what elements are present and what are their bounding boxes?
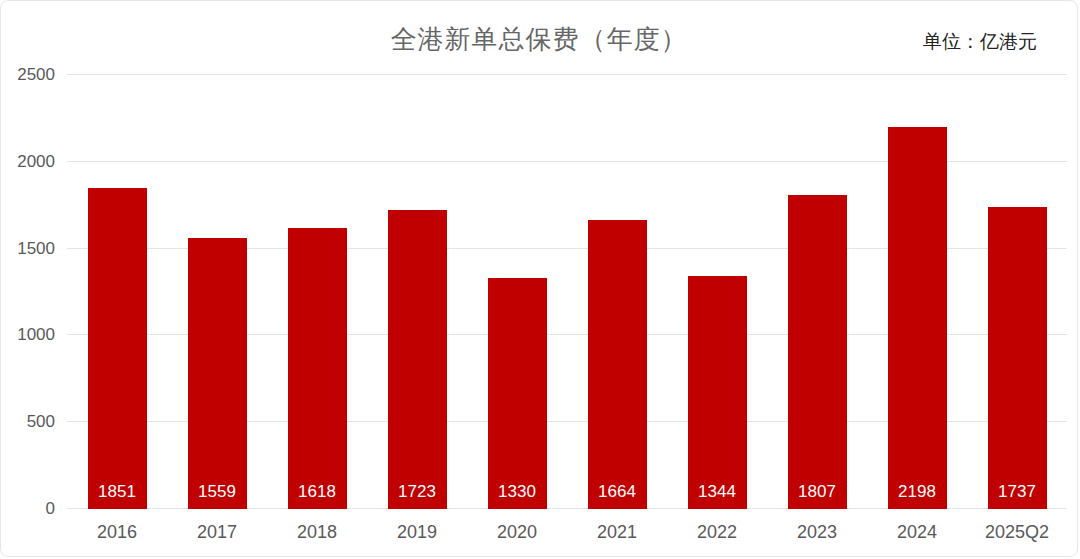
bar-value-label: 1723 [388,482,447,502]
bar: 1344 [688,276,747,509]
bar-value-label: 1851 [88,482,147,502]
bar-value-label: 1664 [588,482,647,502]
x-axis-label: 2025Q2 [967,522,1067,543]
bars-row: 1851201615592017161820181723201913302020… [67,75,1067,509]
bar-slot: 18072023 [767,75,867,509]
x-axis-label: 2017 [167,522,267,543]
x-axis-label: 2020 [467,522,567,543]
x-axis-label: 2023 [767,522,867,543]
y-axis-tick-label: 500 [1,413,55,431]
bar-value-label: 1344 [688,482,747,502]
x-axis-label: 2016 [67,522,167,543]
x-axis-label: 2022 [667,522,767,543]
bar-slot: 13442022 [667,75,767,509]
bar-slot: 16642021 [567,75,667,509]
bar-value-label: 2198 [888,482,947,502]
bar: 2198 [888,127,947,509]
y-axis-tick-label: 2000 [1,153,55,171]
bar-slot: 17232019 [367,75,467,509]
bar-slot: 17372025Q2 [967,75,1067,509]
x-axis-label: 2021 [567,522,667,543]
bar-value-label: 1807 [788,482,847,502]
bar: 1618 [288,228,347,509]
y-axis-tick-label: 0 [1,500,55,518]
bar-value-label: 1737 [988,482,1047,502]
y-axis-tick-label: 1000 [1,326,55,344]
bar-slot: 16182018 [267,75,367,509]
bar-slot: 15592017 [167,75,267,509]
x-axis-label: 2019 [367,522,467,543]
bar-value-label: 1559 [188,482,247,502]
bar: 1723 [388,210,447,509]
bar-slot: 18512016 [67,75,167,509]
bar-slot: 13302020 [467,75,567,509]
unit-label: 单位：亿港元 [923,29,1037,55]
bar-value-label: 1618 [288,482,347,502]
bar: 1559 [188,238,247,509]
bar: 1737 [988,207,1047,509]
bar: 1807 [788,195,847,509]
bar: 1851 [88,188,147,509]
y-axis-tick-label: 1500 [1,240,55,258]
chart-title: 全港新单总保费（年度） [1,23,1077,55]
bar-slot: 21982024 [867,75,967,509]
bar: 1664 [588,220,647,509]
x-axis-label: 2018 [267,522,367,543]
bar-value-label: 1330 [488,482,547,502]
chart-card: 全港新单总保费（年度） 单位：亿港元 0 500 1000 1500 2000 2500 1… [0,0,1078,557]
plot-area: 0500100015002000250018512016155920171618… [67,75,1067,509]
x-axis-label: 2024 [867,522,967,543]
bar: 1330 [488,278,547,509]
y-axis-tick-label: 2500 [1,66,55,84]
